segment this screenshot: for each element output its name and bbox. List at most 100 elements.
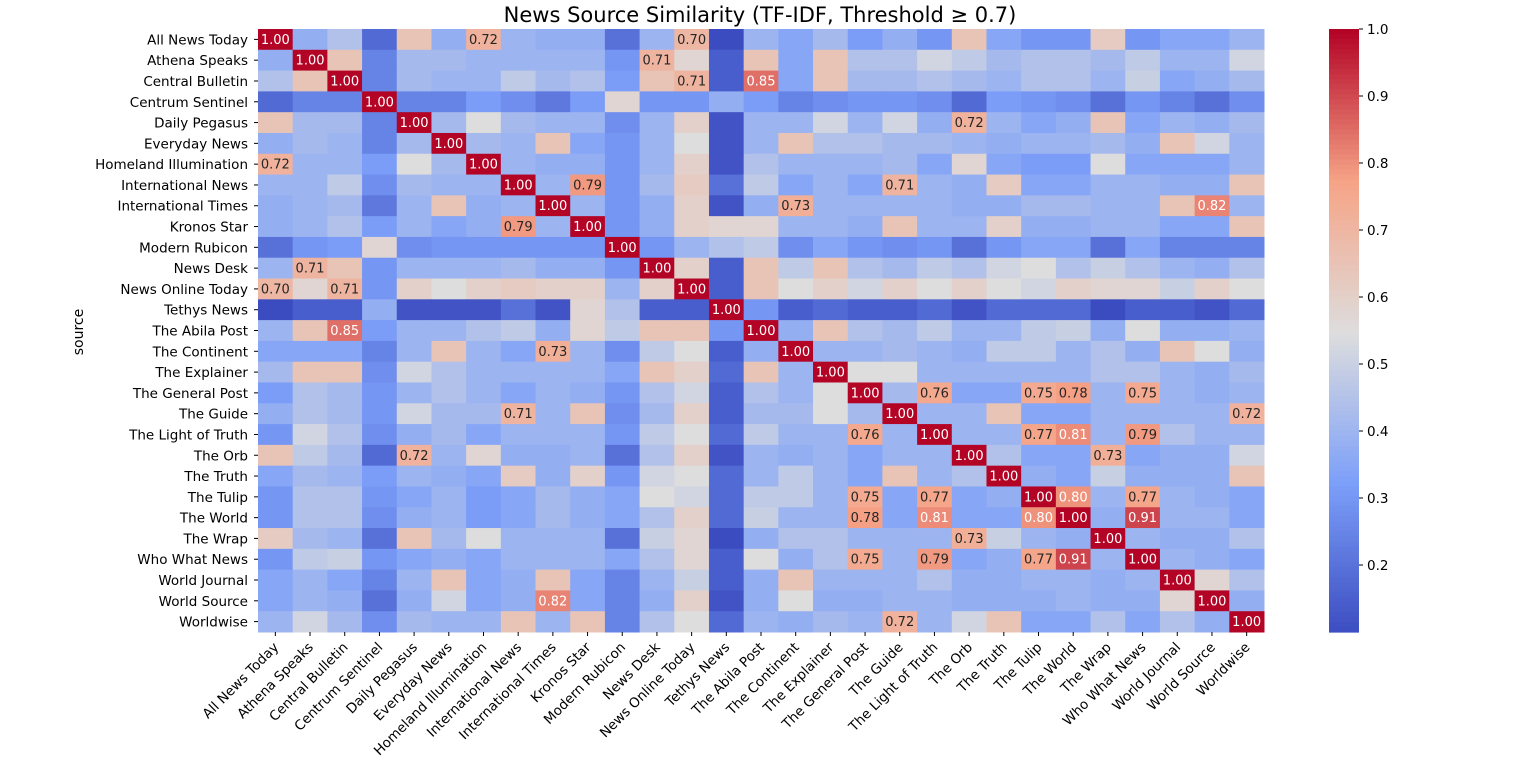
cell-value-label: 0.75: [851, 490, 880, 505]
heatmap-cell: [882, 611, 918, 633]
cell-value-label: 0.71: [885, 178, 914, 193]
heatmap-cell: [951, 174, 987, 196]
heatmap-cell: [362, 299, 398, 321]
heatmap-cell: [292, 112, 328, 134]
heatmap-cell: [327, 278, 363, 300]
heatmap-cell: [431, 299, 467, 321]
heatmap-cell: [674, 548, 710, 571]
heatmap-cell: [917, 257, 953, 280]
heatmap-cell: [570, 153, 606, 176]
heatmap-cell: [743, 320, 779, 342]
heatmap-cell: [1194, 444, 1230, 467]
heatmap-cell: [951, 403, 987, 425]
heatmap-cell: [258, 70, 294, 92]
y-tick-label: The General Post: [132, 386, 248, 402]
heatmap-cell: [708, 569, 745, 591]
heatmap-cell: [466, 486, 502, 508]
heatmap-cell: [813, 611, 849, 633]
heatmap-cell: [847, 299, 883, 321]
heatmap-cell: [951, 299, 987, 321]
heatmap-cell: [778, 424, 814, 446]
heatmap-cell: [258, 528, 294, 550]
heatmap-cell: [500, 528, 537, 550]
heatmap-cell: [466, 611, 502, 633]
heatmap-cell: [1125, 91, 1161, 113]
colorbar-segment: [1329, 295, 1359, 301]
heatmap-cell: [743, 236, 779, 259]
heatmap-cell: [639, 153, 675, 176]
colorbar-segment: [1329, 360, 1359, 367]
heatmap-cell: [1055, 548, 1092, 571]
y-tick-label: The Light of Truth: [128, 427, 248, 443]
heatmap-cell: [1194, 91, 1230, 113]
cell-value-label: 1.00: [434, 137, 463, 152]
heatmap-cell: [1159, 257, 1196, 280]
heatmap-cell: [570, 611, 606, 633]
heatmap-cell: [327, 590, 363, 612]
heatmap-cell: [1021, 590, 1057, 612]
heatmap-cell: [639, 486, 675, 508]
heatmap-cell: [258, 465, 294, 487]
heatmap-cell: [1159, 278, 1196, 300]
y-tick-label: International News: [121, 178, 248, 194]
cell-value-label: 1.00: [261, 33, 290, 48]
heatmap-cell: [327, 444, 363, 467]
heatmap-cell: [778, 278, 814, 300]
heatmap-cell: [466, 382, 502, 404]
cell-value-label: 0.79: [1128, 428, 1157, 443]
heatmap-cell: [362, 49, 398, 72]
heatmap-cell: [396, 70, 432, 92]
heatmap-cell: [362, 382, 398, 404]
heatmap-cell: [431, 236, 467, 259]
heatmap-cell: [951, 132, 987, 155]
colorbar-segment: [1329, 601, 1359, 608]
heatmap-cell: [604, 444, 641, 467]
heatmap-cell: [1159, 112, 1196, 134]
colorbar-segment: [1329, 84, 1359, 90]
heatmap-cell: [396, 112, 432, 134]
heatmap-cell: [500, 70, 537, 92]
heatmap-cell: [500, 320, 537, 342]
colorbar-segment: [1329, 54, 1359, 60]
heatmap-cell: [639, 70, 675, 92]
colorbar-segment: [1329, 184, 1359, 191]
heatmap-cell: [327, 132, 363, 155]
heatmap-cell: [431, 444, 467, 467]
colorbar-tick-label: 0.5: [1367, 357, 1388, 373]
heatmap-cell: [708, 29, 745, 51]
heatmap-cell: [431, 569, 467, 591]
heatmap-cell: [258, 507, 294, 529]
colorbar-segment: [1329, 204, 1359, 211]
heatmap-cell: [570, 548, 606, 571]
heatmap-cell: [882, 465, 918, 487]
colorbar-segment: [1329, 476, 1359, 482]
heatmap-cell: [674, 195, 710, 217]
heatmap-cell: [674, 29, 710, 51]
colorbar-segment: [1329, 74, 1359, 80]
heatmap-cell: [1090, 548, 1126, 571]
colorbar-segment: [1329, 245, 1359, 251]
heatmap-cell: [1055, 257, 1092, 280]
cell-value-label: 1.00: [504, 178, 533, 193]
heatmap-cell: [743, 91, 779, 113]
colorbar-segment: [1329, 159, 1359, 166]
heatmap-cell: [882, 91, 918, 113]
heatmap-cell: [743, 465, 779, 487]
heatmap-cell: [1055, 29, 1092, 51]
cell-value-label: 0.85: [747, 74, 776, 89]
heatmap-cell: [639, 590, 675, 612]
heatmap-cell: [1229, 528, 1265, 550]
heatmap-cell: [1090, 29, 1126, 51]
heatmap-cell: [1194, 299, 1230, 321]
heatmap-cell: [951, 548, 987, 571]
heatmap-cell: [431, 112, 467, 134]
heatmap-cell: [951, 382, 987, 404]
heatmap-cell: [604, 465, 641, 487]
heatmap-cell: [847, 320, 883, 342]
heatmap-cell: [1194, 465, 1230, 487]
heatmap-cell: [743, 132, 779, 155]
colorbar-segment: [1329, 214, 1359, 221]
colorbar-segment: [1329, 451, 1359, 457]
heatmap-cell: [258, 548, 294, 571]
